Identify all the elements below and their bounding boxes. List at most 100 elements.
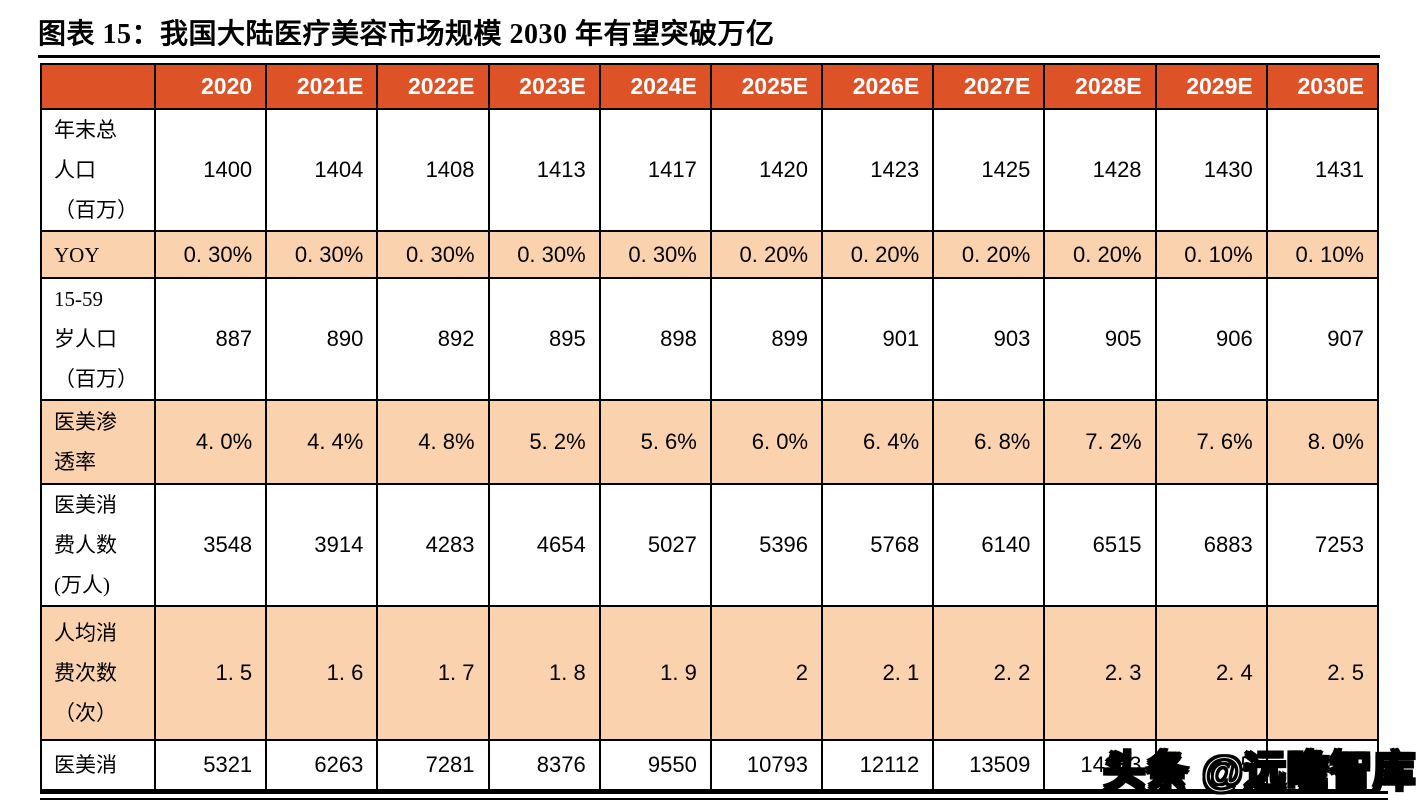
table-cell: 5768: [821, 483, 935, 607]
column-header-2025e: 2025E: [709, 63, 824, 110]
table-cell: 890: [265, 277, 379, 401]
table-cell: 892: [376, 277, 490, 401]
table-cell: 1430: [1154, 108, 1268, 232]
table-row: 医美消 费人数 (万人) 3548 3914 4283 4654 5027 5396 5768 61…: [40, 483, 1380, 607]
table-cell: 1. 8: [487, 605, 601, 741]
table-cell: 1420: [709, 108, 824, 232]
row-label: 年末总 人口 （百万）: [40, 108, 156, 232]
table-cell: 1404: [265, 108, 379, 232]
table-row: 年末总 人口 （百万） 1400 1404 1408 1413 1417 1420 1423 142…: [40, 108, 1380, 232]
table-cell: 5027: [598, 483, 712, 607]
table-row: 医美渗 透率 4. 0% 4. 4% 4. 8% 5. 2% 5. 6% 6. 0% 6. 4%…: [40, 399, 1380, 485]
table-cell: 7253: [1265, 483, 1380, 607]
table-cell: 0. 30%: [487, 230, 601, 279]
table-cell: 4283: [376, 483, 490, 607]
header-row: 2020 2021E 2022E 2023E 2024E 2025E 2026E 2027E 2…: [40, 63, 1380, 110]
table-cell: 8376: [487, 739, 601, 791]
row-label: 15-59 岁人口 （百万）: [40, 277, 156, 401]
table-cell: 0. 30%: [153, 230, 268, 279]
table-cell: 906: [1154, 277, 1268, 401]
table-cell: 5. 6%: [598, 399, 712, 485]
table-cell: 5396: [709, 483, 824, 607]
column-header-2021e: 2021E: [265, 63, 379, 110]
table-cell: 0. 30%: [598, 230, 712, 279]
table-cell: 6. 4%: [821, 399, 935, 485]
table-cell: 0. 10%: [1265, 230, 1380, 279]
watermark: 头条 @远瞻智库: [1102, 747, 1416, 796]
table-cell: 5321: [153, 739, 268, 791]
table-cell: 1. 9: [598, 605, 712, 741]
table-row: YOY 0. 30% 0. 30% 0. 30% 0. 30% 0. 30% 0. 20% 0…: [40, 230, 1380, 279]
table-cell: 1423: [821, 108, 935, 232]
row-label: 人均消 费次数 （次）: [40, 605, 156, 741]
table-cell: 0. 20%: [709, 230, 824, 279]
table-cell: 2. 1: [821, 605, 935, 741]
column-header-2026e: 2026E: [821, 63, 935, 110]
table-cell: 905: [1043, 277, 1157, 401]
table-cell: 1400: [153, 108, 268, 232]
table-cell: 1. 5: [153, 605, 268, 741]
table-cell: 12112: [821, 739, 935, 791]
table-cell: 4. 4%: [265, 399, 379, 485]
table-cell: 2. 5: [1265, 605, 1380, 741]
table-cell: 3548: [153, 483, 268, 607]
table-cell: 1. 6: [265, 605, 379, 741]
figure-title: 图表 15：我国大陆医疗美容市场规模 2030 年有望突破万亿: [38, 19, 775, 50]
table-cell: 1425: [932, 108, 1046, 232]
table-cell: 3914: [265, 483, 379, 607]
table-cell: 1413: [487, 108, 601, 232]
table-cell: 907: [1265, 277, 1380, 401]
table-cell: [1265, 739, 1380, 791]
column-header-2029e: 2029E: [1154, 63, 1268, 110]
table-cell: 0. 30%: [376, 230, 490, 279]
table-cell: 4. 8%: [376, 399, 490, 485]
row-label: YOY: [40, 230, 156, 279]
table-cell: 5: [1154, 739, 1268, 791]
table-cell: 2. 2: [932, 605, 1046, 741]
column-header-2023e: 2023E: [487, 63, 601, 110]
row-label: 医美渗 透率: [40, 399, 156, 485]
table-cell: 7281: [376, 739, 490, 791]
table-cell: 13509: [932, 739, 1046, 791]
column-header-2024e: 2024E: [598, 63, 712, 110]
table-cell: 0. 10%: [1154, 230, 1268, 279]
table-cell: 887: [153, 277, 268, 401]
table-cell: 6. 8%: [932, 399, 1046, 485]
table-cell: 6515: [1043, 483, 1157, 607]
table-header: 2020 2021E 2022E 2023E 2024E 2025E 2026E 2027E 2…: [40, 63, 1380, 110]
table-cell: 1417: [598, 108, 712, 232]
table-cell: 1428: [1043, 108, 1157, 232]
table-cell: 5. 2%: [487, 399, 601, 485]
column-header-2030e: 2030E: [1265, 63, 1380, 110]
table-cell: 6. 0%: [709, 399, 824, 485]
title-underline: [38, 55, 1380, 58]
table-cell: 2. 3: [1043, 605, 1157, 741]
table-cell: 2: [709, 605, 824, 741]
page-bottom-border: [40, 798, 1388, 800]
table-cell: 10793: [709, 739, 824, 791]
table-cell: 903: [932, 277, 1046, 401]
row-label: 医美消: [40, 739, 156, 791]
market-forecast-table: 2020 2021E 2022E 2023E 2024E 2025E 2026E 2027E 2…: [40, 63, 1380, 791]
table-cell: 895: [487, 277, 601, 401]
table-cell: 1431: [1265, 108, 1380, 232]
table-cell: 6263: [265, 739, 379, 791]
column-header-2028e: 2028E: [1043, 63, 1157, 110]
table-cell: 901: [821, 277, 935, 401]
row-label: 医美消 费人数 (万人): [40, 483, 156, 607]
table-cell: 14983: [1043, 739, 1157, 791]
table-cell: 4. 0%: [153, 399, 268, 485]
table-cell: 2. 4: [1154, 605, 1268, 741]
table-corner-cell: [40, 63, 156, 110]
table-cell: 0. 20%: [932, 230, 1046, 279]
table-cell: 898: [598, 277, 712, 401]
table-row: 人均消 费次数 （次） 1. 5 1. 6 1. 7 1. 8 1. 9 2 2. 1 2. 2 2.…: [40, 605, 1380, 741]
table-cell: 0. 20%: [821, 230, 935, 279]
table-cell: 1408: [376, 108, 490, 232]
table-cell: 4654: [487, 483, 601, 607]
column-header-2020: 2020: [153, 63, 268, 110]
table-cell: 6883: [1154, 483, 1268, 607]
table-cell: 1. 7: [376, 605, 490, 741]
table-cell: 899: [709, 277, 824, 401]
table-cell: 0. 20%: [1043, 230, 1157, 279]
